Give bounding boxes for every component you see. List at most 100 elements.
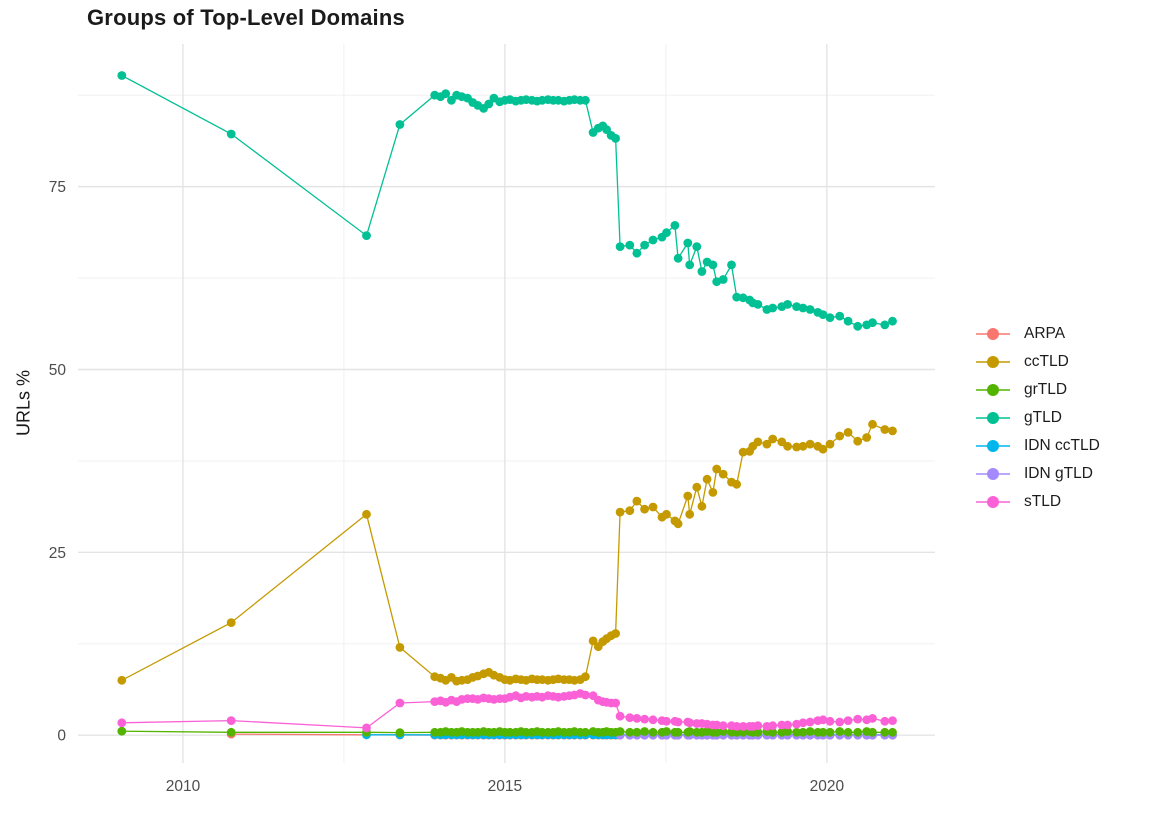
data-point <box>862 433 872 442</box>
data-point <box>692 482 702 492</box>
data-point <box>783 720 792 730</box>
legend-item-stld: sTLD <box>976 488 1100 516</box>
data-point <box>753 300 763 309</box>
data-point <box>117 726 127 736</box>
data-point <box>484 99 494 109</box>
data-point <box>880 716 890 726</box>
data-point <box>632 727 642 737</box>
data-point <box>843 428 853 437</box>
legend-item-cctld: ccTLD <box>976 348 1100 376</box>
data-point <box>611 134 620 143</box>
data-point <box>835 311 845 321</box>
data-point <box>805 439 815 449</box>
data-point <box>662 228 671 238</box>
data-point <box>868 727 877 737</box>
data-point <box>835 717 845 727</box>
data-point <box>868 419 877 429</box>
data-point <box>843 316 853 326</box>
data-point <box>640 504 649 514</box>
data-point <box>708 260 718 270</box>
data-point <box>853 727 863 737</box>
data-point <box>888 316 897 326</box>
data-point <box>868 714 877 723</box>
data-point <box>662 727 671 736</box>
data-point <box>615 711 625 721</box>
data-point <box>853 436 863 446</box>
data-point <box>718 469 728 479</box>
data-point <box>888 727 897 737</box>
data-point <box>825 716 835 726</box>
data-point <box>648 235 658 245</box>
data-point <box>673 727 683 737</box>
legend-item-idn-gtld: IDN gTLD <box>976 460 1100 488</box>
y-tick-label: 75 <box>49 179 66 196</box>
x-tick-label: 2010 <box>166 778 201 795</box>
data-point <box>632 248 642 258</box>
data-point <box>697 501 707 511</box>
data-point <box>853 321 863 331</box>
data-point <box>581 95 590 105</box>
data-point <box>648 727 658 737</box>
data-point <box>868 318 877 328</box>
y-axis-title-text: URLs % <box>13 369 34 437</box>
data-point <box>712 720 722 730</box>
data-point <box>611 629 620 638</box>
data-point <box>362 723 371 733</box>
data-point <box>581 672 590 682</box>
data-point <box>818 727 828 737</box>
data-point <box>718 275 728 284</box>
series-gtld <box>117 71 897 331</box>
data-point <box>798 727 808 737</box>
data-point <box>768 721 778 731</box>
legend-item-gtld: gTLD <box>976 404 1100 432</box>
data-point <box>825 313 835 322</box>
legend-label: ARPA <box>1024 325 1066 342</box>
data-point <box>768 303 778 313</box>
data-point <box>640 240 649 250</box>
data-point <box>768 434 778 444</box>
series-stld <box>117 689 897 733</box>
data-point <box>117 675 127 685</box>
legend-label: IDN ccTLD <box>1024 437 1100 454</box>
legend-item-arpa: ARPA <box>976 320 1100 348</box>
data-point <box>753 437 763 447</box>
data-point <box>818 715 828 725</box>
data-point <box>640 714 649 724</box>
data-point <box>798 718 808 728</box>
data-point <box>117 71 127 80</box>
data-point <box>615 242 625 252</box>
y-tick-label: 0 <box>57 728 66 745</box>
data-point <box>615 727 625 736</box>
data-point <box>683 491 693 501</box>
data-point <box>648 502 658 512</box>
data-point <box>768 727 778 737</box>
legend-key-icon <box>976 380 1010 400</box>
data-point <box>798 441 808 451</box>
data-point <box>825 439 835 449</box>
gridlines-minor <box>78 44 935 763</box>
data-point <box>738 722 748 731</box>
legend-label: sTLD <box>1024 493 1062 510</box>
data-point <box>783 727 792 736</box>
data-point <box>753 721 763 731</box>
legend-key-icon <box>976 352 1010 372</box>
legend-label: grTLD <box>1024 381 1068 398</box>
legend-key-icon <box>976 464 1010 484</box>
data-point <box>805 727 815 736</box>
x-tick-label: 2020 <box>810 778 845 795</box>
data-point <box>783 441 792 451</box>
data-point <box>805 305 815 314</box>
data-point <box>673 519 683 529</box>
data-point <box>880 425 890 434</box>
legend-key-icon <box>976 408 1010 428</box>
data-point <box>615 507 625 517</box>
data-point <box>853 714 863 724</box>
data-point <box>727 260 736 270</box>
data-point <box>611 698 620 708</box>
data-point <box>738 447 748 457</box>
data-point <box>835 431 845 441</box>
data-point <box>798 303 808 313</box>
data-point <box>632 496 642 506</box>
